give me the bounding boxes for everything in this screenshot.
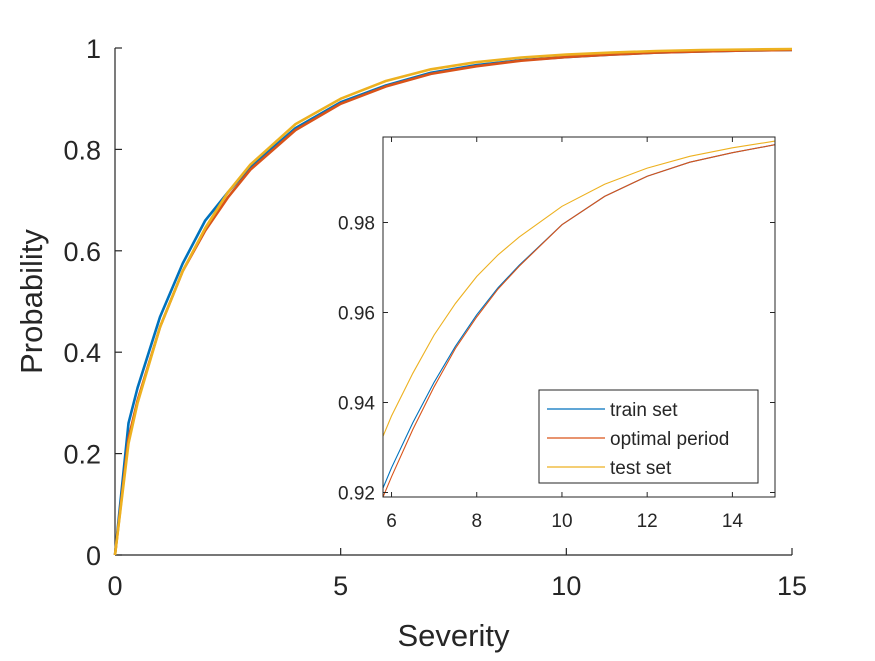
legend-label: optimal period (610, 429, 729, 450)
inset-x-tick-label: 8 (471, 511, 482, 532)
inset-x-tick-label: 10 (551, 511, 572, 532)
main-x-tick-label: 0 (107, 571, 122, 601)
main-y-tick-label: 0 (86, 541, 101, 571)
main-y-tick-label: 0.6 (63, 237, 101, 267)
inset-frame (382, 136, 776, 498)
inset-y-tick-label: 0.98 (338, 214, 375, 235)
main-x-tick-label: 5 (333, 571, 348, 601)
inset-y-tick-label: 0.94 (338, 394, 375, 415)
inset-y-tick-label: 0.96 (338, 304, 375, 325)
main-series-group (113, 47, 793, 556)
inset-x-tick-label: 14 (722, 511, 744, 532)
main-y-tick-label: 0.4 (63, 338, 101, 368)
y-axis-label: Probability (14, 229, 49, 374)
main-y-tick-label: 0.8 (63, 135, 101, 165)
inset-x-tick-label: 12 (637, 511, 658, 532)
inset-series-group (383, 140, 775, 497)
inset-series-line-1 (383, 144, 775, 497)
inset-x-tick-label: 6 (386, 511, 397, 532)
legend-label: test set (610, 458, 672, 479)
inset-axes: 6 8 10 12 14 0.92 0.94 0.96 0.98 (338, 136, 776, 532)
main-series-line-2 (113, 47, 793, 556)
main-y-tick-label: 1 (86, 34, 101, 64)
legend: train set optimal period test set (538, 389, 759, 484)
x-axis-label: Severity (398, 618, 510, 653)
inset-series-line-2 (383, 140, 775, 437)
legend-label: train set (610, 400, 678, 421)
main-x-tick-label: 10 (551, 571, 581, 601)
main-x-tick-label: 15 (777, 571, 807, 601)
inset-y-tick-label: 0.92 (338, 484, 375, 505)
main-y-tick-label: 0.2 (63, 440, 101, 470)
main-axes: 0 5 10 15 0 0.2 0.4 0.6 0.8 1 (63, 34, 807, 601)
